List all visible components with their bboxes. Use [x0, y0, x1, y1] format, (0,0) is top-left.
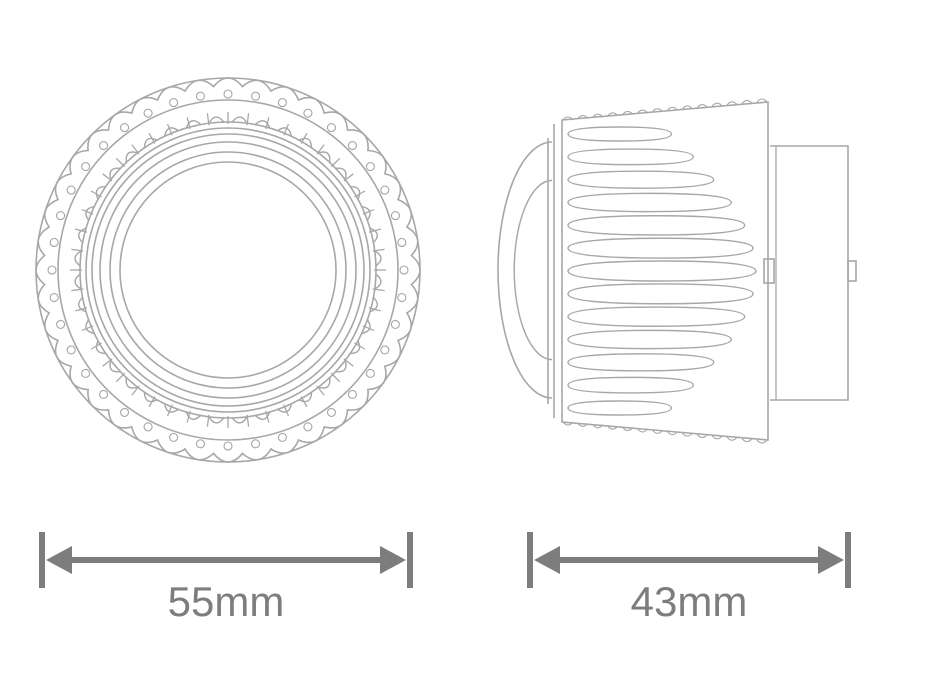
front-bump — [391, 212, 399, 220]
front-bump — [57, 320, 65, 328]
front-bump — [57, 212, 65, 220]
side-base — [770, 146, 848, 400]
side-fin — [568, 238, 753, 258]
front-ring-4 — [86, 128, 370, 412]
front-bump — [381, 186, 389, 194]
front-bump — [381, 346, 389, 354]
front-bump — [327, 124, 335, 132]
front-bump — [304, 109, 312, 117]
front-ring-0 — [120, 162, 336, 378]
front-bump — [196, 92, 204, 100]
front-bump — [348, 390, 356, 398]
front-ring-3 — [92, 134, 364, 406]
front-inner-tick — [116, 158, 124, 166]
side-fin — [568, 307, 745, 326]
front-bump — [398, 294, 406, 302]
side-fin — [568, 377, 693, 393]
side-fin — [568, 193, 731, 211]
side-fin — [568, 401, 671, 415]
front-bump — [252, 440, 260, 448]
side-lens-inner — [514, 180, 552, 359]
front-bump — [67, 186, 75, 194]
front-ring-1 — [110, 152, 346, 388]
front-bump — [278, 99, 286, 107]
front-bump — [144, 423, 152, 431]
front-bump — [327, 408, 335, 416]
front-bump — [252, 92, 260, 100]
front-bump — [400, 266, 408, 274]
front-bump — [278, 433, 286, 441]
dim-arrowhead — [46, 546, 72, 574]
front-ring-6 — [58, 100, 398, 440]
front-bump — [196, 440, 204, 448]
front-bump — [144, 109, 152, 117]
front-bump — [170, 433, 178, 441]
front-bump — [48, 266, 56, 274]
front-bump — [224, 442, 232, 450]
front-inner-tick — [331, 373, 339, 381]
side-fin — [568, 149, 693, 165]
front-bump — [304, 423, 312, 431]
dim-label: 43mm — [631, 578, 748, 625]
front-bump — [121, 124, 129, 132]
front-bump — [170, 99, 178, 107]
front-bump — [100, 142, 108, 150]
front-bump — [82, 163, 90, 171]
side-fin — [568, 261, 756, 281]
side-screw-tab — [764, 259, 774, 283]
front-bump — [366, 163, 374, 171]
front-bump — [391, 320, 399, 328]
dim-arrowhead — [818, 546, 844, 574]
front-inner-tick — [331, 158, 339, 166]
front-bump — [348, 142, 356, 150]
front-bump — [82, 369, 90, 377]
dim-label: 55mm — [168, 578, 285, 625]
side-fin-body — [562, 102, 768, 440]
front-inner-tick — [116, 373, 124, 381]
front-bump — [398, 238, 406, 246]
front-ring-7 — [36, 78, 420, 462]
side-fin — [568, 127, 671, 141]
front-bump — [100, 390, 108, 398]
dim-arrowhead — [380, 546, 406, 574]
front-outer-teeth — [36, 78, 420, 462]
front-bump — [50, 238, 58, 246]
side-fin — [568, 354, 714, 371]
side-fin — [568, 284, 753, 304]
front-bump — [224, 90, 232, 98]
front-bump — [121, 408, 129, 416]
side-base-nub — [848, 261, 856, 281]
dim-arrowhead — [534, 546, 560, 574]
front-bump — [67, 346, 75, 354]
side-fin — [568, 216, 745, 235]
front-bump — [366, 369, 374, 377]
side-fin — [568, 171, 714, 188]
side-fin — [568, 330, 731, 348]
front-bump — [50, 294, 58, 302]
side-lens-outer — [498, 142, 552, 398]
front-ring-2 — [100, 142, 356, 398]
